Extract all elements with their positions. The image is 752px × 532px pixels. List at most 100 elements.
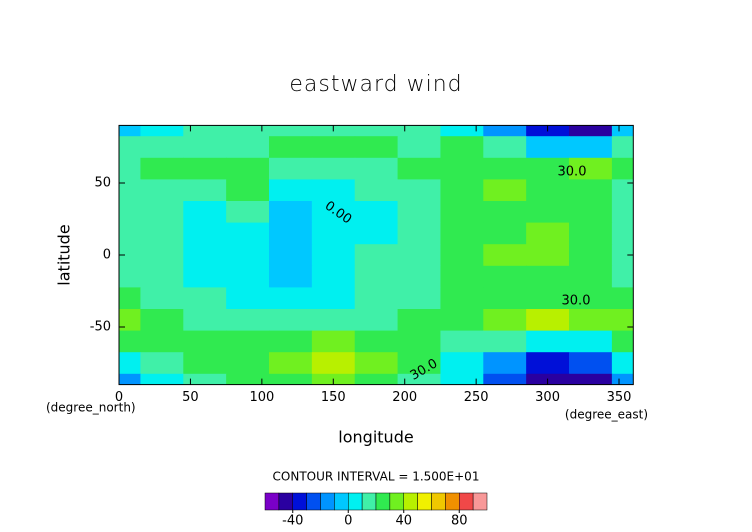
field-cell (397, 330, 441, 353)
field-cell (440, 244, 484, 267)
field-cell (119, 330, 141, 353)
field-cell (119, 244, 141, 267)
colorbar-cell (361, 492, 377, 511)
field-cell (397, 222, 441, 245)
field-cell (611, 125, 634, 137)
field-cell (526, 352, 570, 375)
colorbar-cell (292, 492, 307, 511)
field-cell (226, 309, 270, 332)
field-cell (397, 125, 441, 137)
field-cell (526, 265, 570, 288)
field-cell (483, 179, 527, 202)
field-cell (440, 309, 484, 332)
field-cell (397, 265, 441, 288)
y-axis-label: latitude (55, 224, 74, 285)
field-cell (354, 287, 399, 310)
field-cell (569, 287, 613, 310)
field-cell (483, 222, 527, 245)
field-cell (140, 309, 184, 332)
field-cell (119, 179, 141, 202)
field-cell (397, 352, 441, 375)
field-cell (183, 373, 227, 385)
field-cell (311, 157, 356, 180)
field-cell (354, 201, 399, 224)
field-cell (226, 222, 270, 245)
field-cell (526, 330, 570, 353)
field-cell (397, 179, 441, 202)
field-cell (140, 222, 184, 245)
field-cell (354, 125, 399, 137)
field-cell (269, 222, 313, 245)
field-cell (269, 179, 313, 202)
field-cell (269, 265, 313, 288)
field-cell (397, 287, 441, 310)
field-cell (611, 330, 634, 353)
field-cell (119, 352, 141, 375)
field-cell (119, 287, 141, 310)
field (119, 125, 634, 385)
field-cell (526, 157, 570, 180)
field-cell (311, 136, 356, 159)
field-cell (440, 157, 484, 180)
field-cell (140, 157, 184, 180)
field-cell (440, 179, 484, 202)
field-cell (119, 222, 141, 245)
field-cell (569, 244, 613, 267)
field-cell (140, 125, 184, 137)
field-cell (440, 201, 484, 224)
field-cell (311, 265, 356, 288)
field-cell (183, 352, 227, 375)
field-cell (569, 352, 613, 375)
field-cell (354, 373, 399, 385)
field-cell (483, 287, 527, 310)
field-cell (226, 179, 270, 202)
field-cell (611, 222, 634, 245)
field-cell (311, 201, 356, 224)
x-tick-label: 150 (321, 390, 346, 405)
field-cell (269, 201, 313, 224)
x-tick-label: 300 (535, 390, 560, 405)
colorbar-cell (403, 492, 418, 511)
field-cell (183, 179, 227, 202)
colorbar-tick-label: 80 (451, 514, 468, 529)
field-cell (440, 265, 484, 288)
colorbar-cell (306, 492, 321, 511)
field-cell (611, 201, 634, 224)
colorbar-cell (320, 492, 335, 511)
x-tick-label: 100 (249, 390, 274, 405)
contour-label: 30.0 (558, 165, 587, 180)
field-cell (354, 244, 399, 267)
field-cell (569, 157, 613, 180)
field-cell (483, 201, 527, 224)
field-cell (119, 265, 141, 288)
field-cell (183, 136, 227, 159)
field-cell (354, 330, 399, 353)
field-cell (183, 309, 227, 332)
x-tick-label: 200 (392, 390, 417, 405)
colorbar-cell (389, 492, 404, 511)
x-units: (degree_east) (565, 408, 648, 422)
field-cell (526, 136, 570, 159)
colorbar-cell (278, 492, 293, 511)
field-cell (569, 373, 613, 385)
field-cell (526, 179, 570, 202)
field-cell (483, 244, 527, 267)
field-cell (526, 244, 570, 267)
field-cell (140, 136, 184, 159)
field-cell (183, 330, 227, 353)
field-cell (119, 125, 141, 137)
field-cell (611, 136, 634, 159)
colorbar-cell (375, 492, 391, 511)
field-cell (140, 352, 184, 375)
field-cell (440, 330, 484, 353)
field-cell (354, 352, 399, 375)
field-cell (269, 373, 313, 385)
field-cell (183, 244, 227, 267)
field-cell (397, 244, 441, 267)
field-cell (611, 157, 634, 180)
field-cell (226, 373, 270, 385)
chart-title: eastward wind (289, 72, 462, 97)
colorbar-cell (445, 492, 460, 511)
colorbar-tick-label: 40 (395, 514, 412, 529)
